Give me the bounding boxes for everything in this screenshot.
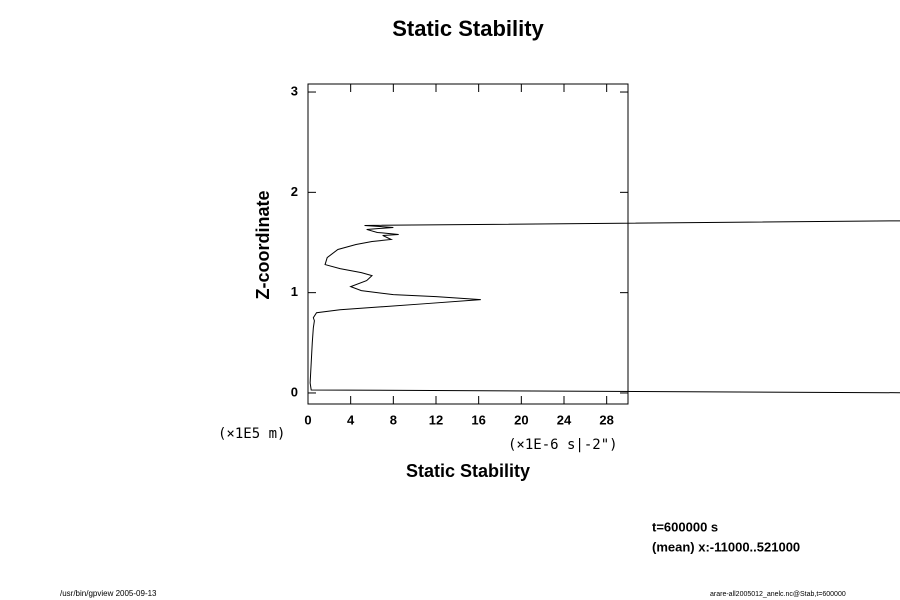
y-tick-label: 3: [291, 83, 298, 98]
x-tick-label: 4: [347, 412, 355, 427]
x-tick-label: 8: [390, 412, 397, 427]
x-tick-label: 16: [471, 412, 485, 427]
y-unit: (×1E5 m): [218, 426, 285, 442]
x-tick-label: 24: [557, 412, 572, 427]
x-tick-label: 0: [304, 412, 311, 427]
y-tick-label: 2: [291, 184, 298, 199]
annotation: t=600000 s: [652, 519, 718, 534]
y-axis-label: Z-coordinate: [253, 190, 273, 299]
x-axis-label: Static Stability: [406, 461, 530, 481]
footer: arare-all2005012_anelc.nc@Stab,t=600000: [710, 591, 846, 598]
x-tick-label: 28: [599, 412, 613, 427]
chart-title: Static Stability: [392, 16, 544, 41]
x-tick-label: 12: [429, 412, 443, 427]
x-tick-label: 20: [514, 412, 528, 427]
profile-line: [309, 220, 900, 394]
x-unit: (×1E-6 s|-2"): [508, 437, 618, 453]
plot-frame: [307, 83, 629, 405]
annotation: (mean) x:-11000..521000: [652, 539, 800, 554]
y-tick-label: 1: [291, 284, 298, 299]
y-tick-label: 0: [291, 384, 298, 399]
footer: /usr/bin/gpview 2005-09-13: [60, 589, 157, 598]
